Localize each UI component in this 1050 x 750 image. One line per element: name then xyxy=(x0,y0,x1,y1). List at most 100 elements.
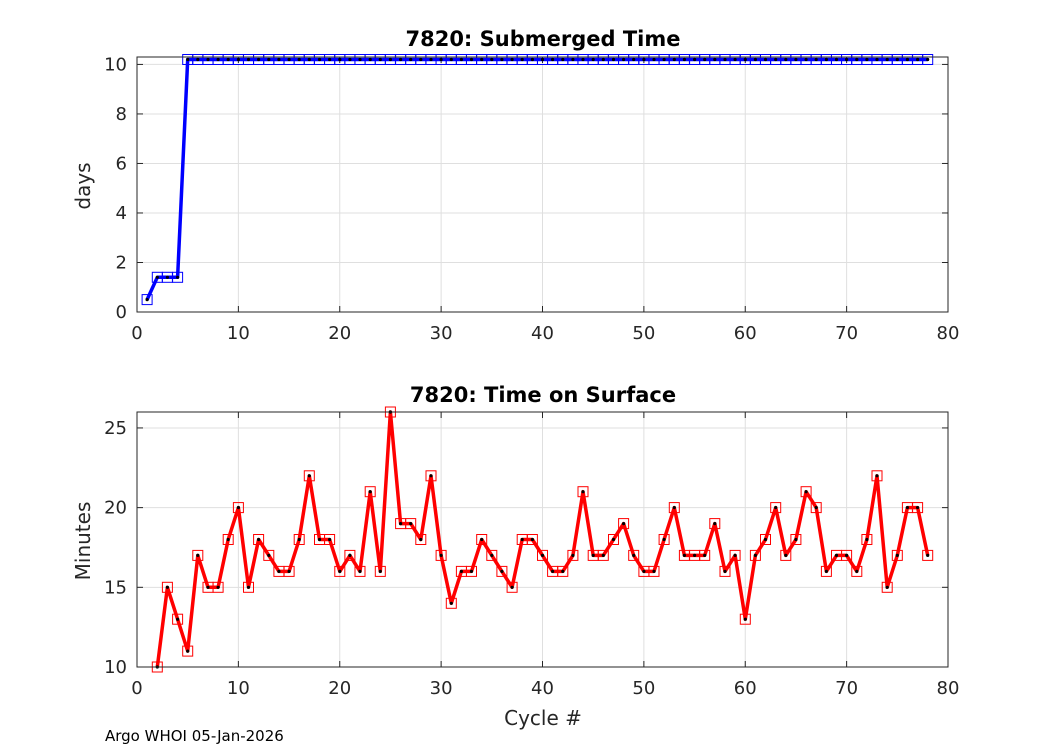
surface-time-data-point xyxy=(800,486,812,498)
surface-time-data-point xyxy=(445,597,457,609)
submerged-time-data-point-center xyxy=(530,57,535,62)
surface-time-data-point-center xyxy=(338,569,342,574)
submerged-time-data-point-center xyxy=(176,275,180,279)
surface-time-data-point xyxy=(232,502,244,514)
submerged-time-data-point-center xyxy=(845,57,849,62)
submerged-time-data-point-center xyxy=(551,57,555,62)
surface-time-data-point-center xyxy=(307,474,311,478)
submerged-time-data-point-center xyxy=(804,57,808,62)
submerged-time-data-point-center xyxy=(338,57,342,62)
submerged-time-data-point-center xyxy=(500,57,504,62)
surface-time-data-point-center xyxy=(439,553,443,558)
surface-time-data-point xyxy=(841,549,853,561)
surface-time-data-point xyxy=(526,534,538,545)
submerged-time-x-tick-label: 80 xyxy=(937,323,960,344)
surface-time-x-tick-label: 10 xyxy=(227,678,250,699)
surface-time-data-point xyxy=(324,534,336,545)
submerged-time-data-point xyxy=(141,294,153,306)
surface-time-x-tick-label: 50 xyxy=(632,678,655,699)
surface-time-data-point-center xyxy=(571,553,575,558)
surface-time-data-point xyxy=(334,565,346,577)
surface-time-data-point xyxy=(699,549,711,561)
submerged-time-data-point-center xyxy=(723,57,727,62)
surface-time-data-point xyxy=(851,565,863,577)
submerged-time-data-point-center xyxy=(632,57,636,62)
submerged-time-data-point-center xyxy=(784,57,788,62)
surface-time-data-point-center xyxy=(551,569,555,574)
submerged-time-data-point-center xyxy=(652,57,656,62)
surface-time-data-point xyxy=(648,565,660,577)
submerged-time-data-point-center xyxy=(277,57,281,62)
surface-time-data-point xyxy=(658,534,670,545)
surface-time-data-point xyxy=(719,565,731,577)
submerged-time-data-point-center xyxy=(257,57,261,62)
submerged-time-x-tick-label: 40 xyxy=(531,323,554,344)
surface-time-data-point xyxy=(709,518,721,530)
surface-time-y-tick-label: 10 xyxy=(104,657,127,678)
surface-time-x-tick-label: 30 xyxy=(430,678,453,699)
submerged-time-data-point-center xyxy=(449,57,453,62)
surface-time-data-point xyxy=(253,534,265,545)
surface-time-data-point-center xyxy=(328,537,332,542)
surface-time-data-point xyxy=(496,565,508,577)
submerged-time-data-point-center xyxy=(206,57,210,62)
surface-time-data-point xyxy=(618,518,630,530)
submerged-time-data-point-center xyxy=(368,57,372,62)
surface-time-data-point-center xyxy=(693,553,697,558)
submerged-time-data-point-center xyxy=(459,57,463,62)
surface-time-data-point-center xyxy=(287,569,291,574)
surface-time-data-point-center xyxy=(236,506,240,510)
submerged-time-y-tick-label: 10 xyxy=(104,54,127,75)
surface-time-data-point xyxy=(283,565,295,577)
submerged-time-data-point-center xyxy=(297,57,301,62)
submerged-time-data-point-center xyxy=(236,57,240,62)
surface-time-data-point-center xyxy=(784,553,788,558)
surface-time-data-point xyxy=(466,565,477,577)
surface-time-data-point-center xyxy=(743,617,747,621)
surface-time-data-point-center xyxy=(216,585,220,589)
submerged-time-data-point-center xyxy=(186,57,190,62)
submerged-time-data-point-center xyxy=(794,57,798,62)
submerged-time-data-point-center xyxy=(905,57,910,62)
surface-time-xlabel: Cycle # xyxy=(504,706,582,730)
surface-time-data-point xyxy=(780,549,792,561)
surface-time-data-point xyxy=(861,534,873,545)
submerged-time-data-point-center xyxy=(348,57,352,62)
surface-time-data-point-center xyxy=(622,522,626,526)
footer-credit: Argo WHOI 05-Jan-2026 xyxy=(105,727,284,745)
surface-time-data-point-center xyxy=(358,569,362,574)
surface-time-data-point-center xyxy=(611,537,616,542)
submerged-time-data-point-center xyxy=(409,57,413,62)
surface-time-data-point xyxy=(810,502,822,514)
submerged-time-y-tick-label: 2 xyxy=(116,252,127,273)
submerged-time-data-point-center xyxy=(246,57,251,62)
surface-time-data-point-center xyxy=(905,506,910,510)
submerged-time-data-point-center xyxy=(926,57,930,62)
surface-time-data-point xyxy=(222,534,234,545)
surface-time-ylabel: Minutes xyxy=(71,502,95,581)
surface-time-data-point-center xyxy=(419,537,423,542)
submerged-time-data-point-center xyxy=(520,57,524,62)
surface-time-data-point-center xyxy=(399,522,403,526)
surface-time-data-point-center xyxy=(176,617,180,621)
surface-time-data-point xyxy=(293,534,305,545)
surface-time-data-point-center xyxy=(632,553,636,558)
surface-time-x-tick-label: 0 xyxy=(131,678,142,699)
surface-time-y-tick-label: 15 xyxy=(104,577,127,598)
surface-time-data-point xyxy=(871,470,883,482)
surface-time-data-point-center xyxy=(449,601,453,605)
submerged-time-data-point xyxy=(172,271,184,283)
surface-time-data-point xyxy=(161,581,173,593)
surface-time-data-point-center xyxy=(855,569,859,574)
surface-time-y-tick-label: 20 xyxy=(104,498,127,519)
submerged-time-data-point-center xyxy=(267,57,271,62)
submerged-time-axes-box xyxy=(136,56,949,313)
submerged-time-x-tick-label: 30 xyxy=(430,323,453,344)
surface-time-data-point-center xyxy=(459,569,463,574)
submerged-time-data-point-center xyxy=(733,57,737,62)
surface-time-data-point xyxy=(881,581,893,593)
surface-time-data-point xyxy=(192,549,204,561)
surface-time-data-point-center xyxy=(429,474,433,478)
submerged-time-data-point-center xyxy=(165,275,169,279)
surface-time-data-point-center xyxy=(774,506,778,510)
